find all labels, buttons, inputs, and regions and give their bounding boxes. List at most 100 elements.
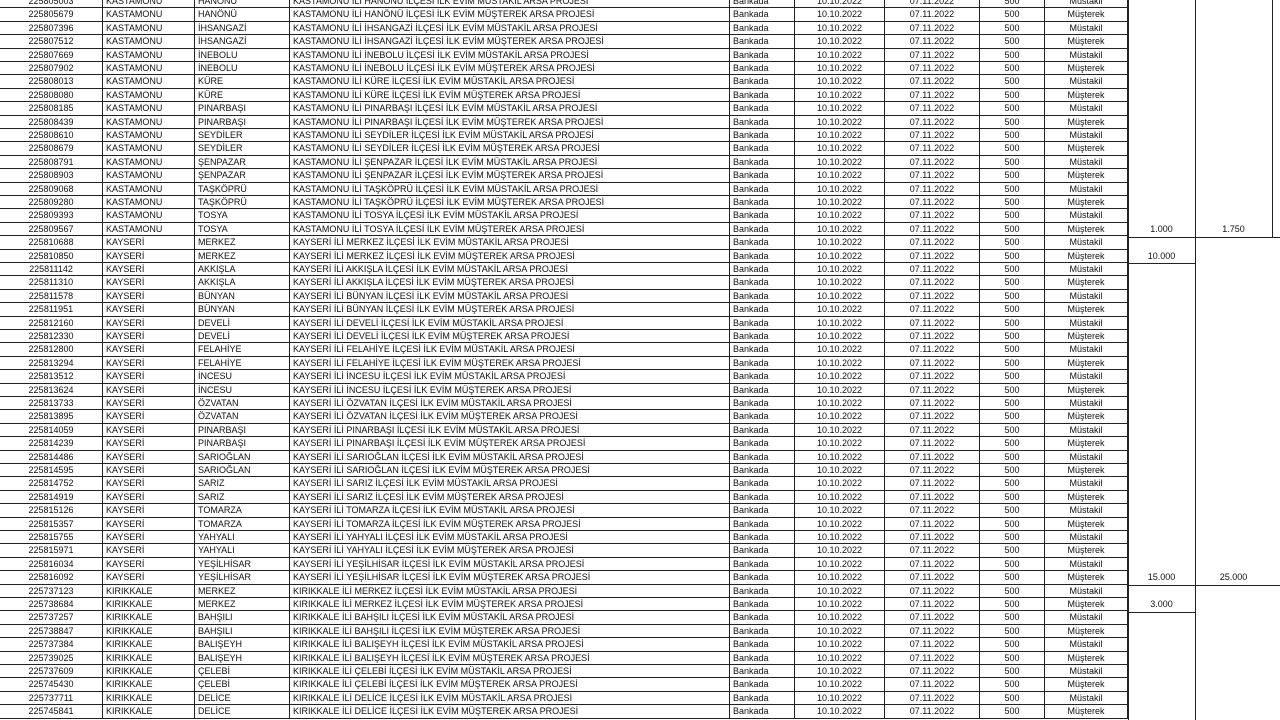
tur: Müstakil bbox=[1045, 209, 1128, 223]
proje-adi: KAYSERİ İLİ BÜNYAN İLÇESİ İLK EVİM MÜŞTE… bbox=[290, 303, 730, 317]
il: KAYSERİ bbox=[103, 316, 195, 330]
bedel: 500 bbox=[980, 316, 1045, 330]
proje-adi: KAYSERİ İLİ SARIZ İLÇESİ İLK EVİM MÜSTAK… bbox=[290, 477, 730, 491]
baslangic-tarihi: 10.10.2022 bbox=[795, 598, 885, 612]
il: KASTAMONU bbox=[103, 8, 195, 22]
ilce: TOSYA bbox=[195, 209, 290, 223]
bedel: 500 bbox=[980, 490, 1045, 505]
ilce: İHSANGAZİ bbox=[195, 21, 290, 36]
ilce: MERKEZ bbox=[195, 598, 290, 612]
durum: Bankada bbox=[730, 209, 795, 223]
bedel: 500 bbox=[980, 423, 1045, 438]
ilce: BALIŞEYH bbox=[195, 638, 290, 652]
ilce: MERKEZ bbox=[195, 249, 290, 263]
baslangic-tarihi: 10.10.2022 bbox=[795, 343, 885, 357]
column-border bbox=[1272, 0, 1273, 237]
baslangic-tarihi: 10.10.2022 bbox=[795, 705, 885, 719]
il: KAYSERİ bbox=[103, 330, 195, 344]
ilan-no: 225816092 bbox=[0, 571, 103, 585]
bitis-tarihi: 07.11.2022 bbox=[885, 584, 980, 598]
durum: Bankada bbox=[730, 263, 795, 277]
tur: Müşterek bbox=[1045, 142, 1128, 156]
il: KASTAMONU bbox=[103, 182, 195, 196]
ilan-no: 225805003 bbox=[0, 0, 103, 9]
ilan-no: 225815357 bbox=[0, 517, 103, 531]
ilan-no: 225808080 bbox=[0, 88, 103, 103]
ilce: PINARBAŞI bbox=[195, 437, 290, 451]
il: KASTAMONU bbox=[103, 21, 195, 36]
durum: Bankada bbox=[730, 638, 795, 652]
bedel: 500 bbox=[980, 222, 1045, 237]
il: KIRIKKALE bbox=[103, 584, 195, 598]
ilan-no: 225813512 bbox=[0, 370, 103, 384]
proje-adi: KAYSERİ İLİ PINARBAŞI İLÇESİ İLK EVİM MÜ… bbox=[290, 437, 730, 451]
ilce: BAHŞILI bbox=[195, 624, 290, 639]
baslangic-tarihi: 10.10.2022 bbox=[795, 370, 885, 384]
bedel: 500 bbox=[980, 115, 1045, 129]
proje-adi: KAYSERİ İLİ AKKIŞLA İLÇESİ İLK EVİM MÜŞT… bbox=[290, 276, 730, 290]
baslangic-tarihi: 10.10.2022 bbox=[795, 517, 885, 531]
ilan-no: 225814486 bbox=[0, 450, 103, 464]
durum: Bankada bbox=[730, 678, 795, 692]
proje-adi: KASTAMONU İLİ İNEBOLU İLÇESİ İLK EVİM MÜ… bbox=[290, 62, 730, 76]
ilce: ŞENPAZAR bbox=[195, 169, 290, 183]
ilan-no: 225815755 bbox=[0, 531, 103, 545]
bedel: 500 bbox=[980, 249, 1045, 263]
baslangic-tarihi: 10.10.2022 bbox=[795, 236, 885, 250]
bitis-tarihi: 07.11.2022 bbox=[885, 624, 980, 639]
ilan-no: 225805679 bbox=[0, 8, 103, 22]
durum: Bankada bbox=[730, 464, 795, 478]
baslangic-tarihi: 10.10.2022 bbox=[795, 665, 885, 679]
ilce: ÇELEBİ bbox=[195, 665, 290, 679]
baslangic-tarihi: 10.10.2022 bbox=[795, 531, 885, 545]
il: KAYSERİ bbox=[103, 276, 195, 290]
il: KAYSERİ bbox=[103, 437, 195, 451]
bitis-tarihi: 07.11.2022 bbox=[885, 129, 980, 143]
ilan-no: 225745430 bbox=[0, 678, 103, 692]
baslangic-tarihi: 10.10.2022 bbox=[795, 276, 885, 290]
proje-adi: KASTAMONU İLİ ŞENPAZAR İLÇESİ İLK EVİM M… bbox=[290, 155, 730, 170]
bitis-tarihi: 07.11.2022 bbox=[885, 303, 980, 317]
bedel: 500 bbox=[980, 397, 1045, 411]
bedel: 500 bbox=[980, 665, 1045, 679]
bedel: 500 bbox=[980, 557, 1045, 572]
ilan-no: 225811310 bbox=[0, 276, 103, 290]
durum: Bankada bbox=[730, 651, 795, 665]
tur: Müstakil bbox=[1045, 263, 1128, 277]
baslangic-tarihi: 10.10.2022 bbox=[795, 624, 885, 639]
baslangic-tarihi: 10.10.2022 bbox=[795, 330, 885, 344]
proje-adi: KIRIKKALE İLİ MERKEZ İLÇESİ İLK EVİM MÜS… bbox=[290, 584, 730, 598]
bitis-tarihi: 07.11.2022 bbox=[885, 450, 980, 464]
tur: Müşterek bbox=[1045, 303, 1128, 317]
tur: Müşterek bbox=[1045, 517, 1128, 531]
ilan-no: 225807902 bbox=[0, 62, 103, 76]
ilce: SARIOĞLAN bbox=[195, 450, 290, 464]
ilan-no: 225745841 bbox=[0, 705, 103, 719]
durum: Bankada bbox=[730, 410, 795, 424]
ilce: HANÖNÜ bbox=[195, 8, 290, 22]
il: KASTAMONU bbox=[103, 169, 195, 183]
il: KIRIKKALE bbox=[103, 611, 195, 625]
ilan-no: 225809068 bbox=[0, 182, 103, 196]
bedel: 500 bbox=[980, 651, 1045, 665]
proje-adi: KAYSERİ İLİ TOMARZA İLÇESİ İLK EVİM MÜŞT… bbox=[290, 517, 730, 531]
il: KAYSERİ bbox=[103, 397, 195, 411]
tur: Müşterek bbox=[1045, 35, 1128, 49]
tur: Müstakil bbox=[1045, 450, 1128, 464]
bitis-tarihi: 07.11.2022 bbox=[885, 557, 980, 572]
il: KAYSERİ bbox=[103, 236, 195, 250]
tur: Müstakil bbox=[1045, 557, 1128, 572]
tur: Müstakil bbox=[1045, 155, 1128, 170]
proje-adi: KAYSERİ İLİ MERKEZ İLÇESİ İLK EVİM MÜSTA… bbox=[290, 236, 730, 250]
ilan-no: 225814919 bbox=[0, 490, 103, 505]
proje-adi: KASTAMONU İLİ TOSYA İLÇESİ İLK EVİM MÜŞT… bbox=[290, 222, 730, 237]
ilce: TOMARZA bbox=[195, 504, 290, 518]
ilan-no: 225811578 bbox=[0, 289, 103, 304]
bedel: 500 bbox=[980, 182, 1045, 196]
bedel: 500 bbox=[980, 624, 1045, 639]
durum: Bankada bbox=[730, 115, 795, 129]
bitis-tarihi: 07.11.2022 bbox=[885, 410, 980, 424]
durum: Bankada bbox=[730, 21, 795, 36]
ilan-no: 225810688 bbox=[0, 236, 103, 250]
